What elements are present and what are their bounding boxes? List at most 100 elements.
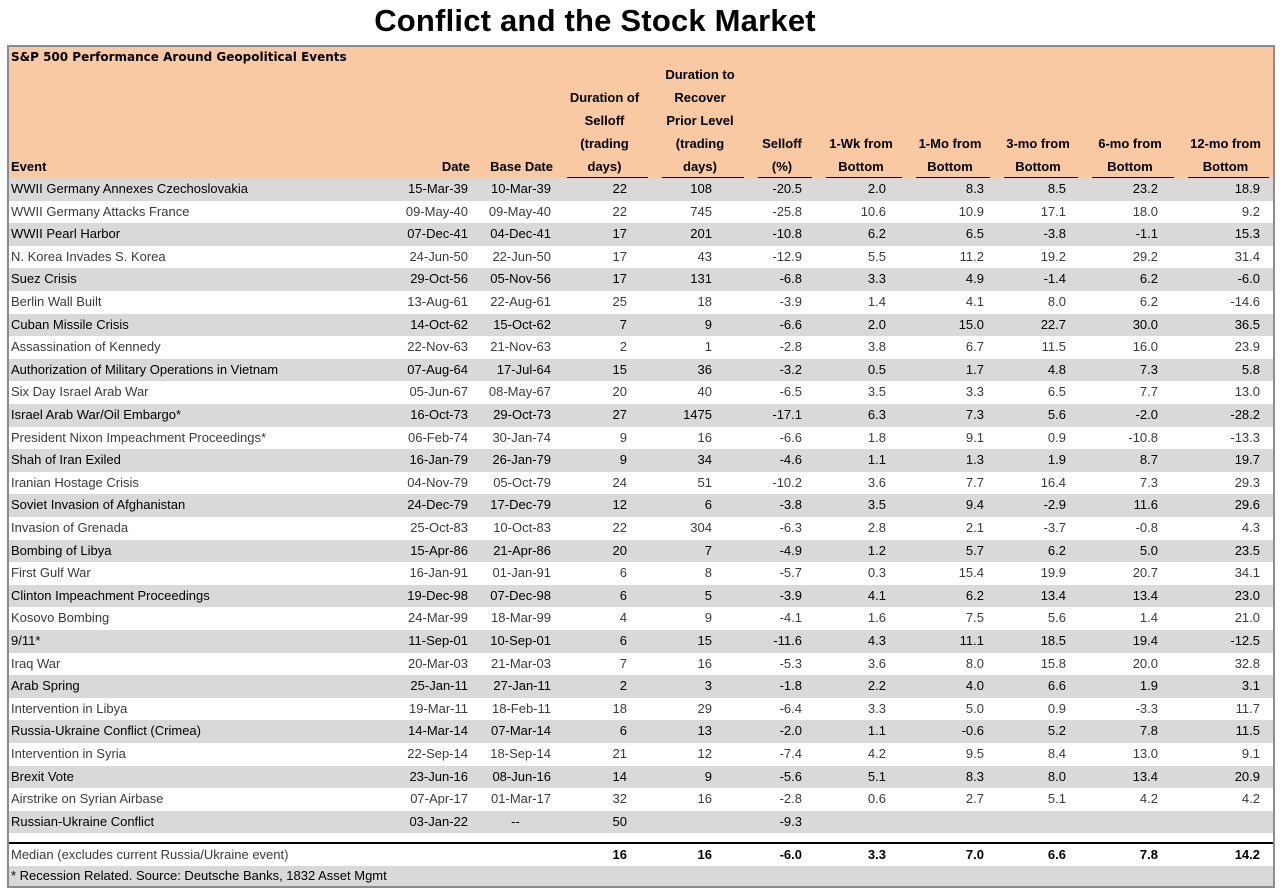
cell-dur: 2	[619, 339, 627, 355]
cell-m6: 6.2	[1139, 271, 1158, 287]
header-m12-line: 12-mo from	[1190, 136, 1261, 151]
cell-base: 05-Nov-56	[490, 271, 551, 287]
table-row: First Gulf War 16-Jan-91 01-Jan-91 6 8 -5.7 0.…	[9, 562, 1273, 585]
header-m1: 1-Mo from Bottom	[906, 132, 994, 178]
cell-m1: 11.2	[959, 248, 984, 264]
cell-rec: 40	[697, 384, 712, 400]
header-w1-line: Bottom	[838, 159, 884, 174]
table-row: Airstrike on Syrian Airbase 07-Apr-17 01-M…	[9, 788, 1273, 811]
cell-rec: 34	[697, 452, 712, 468]
cell-m12: 19.7	[1234, 452, 1260, 468]
cell-m6: 4.2	[1139, 791, 1158, 807]
cell-w1: 5.5	[867, 248, 886, 264]
cell-rec: 29	[697, 700, 712, 716]
cell-sell: -7.4	[779, 746, 802, 761]
cell-base: 17-Dec-79	[490, 497, 551, 513]
header-date: Date	[379, 155, 474, 178]
cell-w1: 3.6	[867, 474, 886, 490]
cell-m1: 15.4	[958, 565, 984, 581]
header-underline	[758, 177, 812, 178]
cell-event: Airstrike on Syrian Airbase	[11, 791, 164, 807]
cell-dur: 4	[619, 610, 627, 626]
cell-base: 08-Jun-16	[492, 768, 551, 784]
cell-rec: 16	[697, 429, 712, 445]
cell-m6: 11.6	[1133, 497, 1158, 513]
cell-dur: 6	[619, 587, 627, 603]
cell-m6: 7.3	[1139, 361, 1158, 377]
cell-event: Arab Spring	[11, 678, 80, 694]
header-rec-line: Duration to	[665, 67, 735, 82]
header-dur-line: Selloff	[584, 113, 625, 128]
cell-w1: 3.3	[867, 271, 886, 287]
table-row: Russia-Ukraine Conflict (Crimea) 14-Mar-1…	[9, 720, 1273, 743]
cell-m3: 4.8	[1047, 361, 1066, 377]
header-underline	[1092, 177, 1174, 178]
cell-rec: 16	[697, 655, 712, 671]
cell-date: 25-Oct-83	[410, 520, 468, 535]
cell-dur: 14	[612, 768, 627, 784]
cell-sell: -10.8	[772, 226, 802, 242]
header-dur-line: (trading	[580, 136, 629, 151]
cell-dur: 22	[612, 203, 627, 219]
cell-m3: 16.4	[1040, 474, 1066, 490]
cell-rec: 304	[690, 520, 712, 535]
cell-m3: 8.0	[1047, 294, 1066, 309]
cell-w1: 4.1	[867, 587, 886, 603]
cell-date: 25-Jan-11	[410, 678, 468, 694]
cell-dur: 25	[612, 294, 627, 309]
cell-m3: 6.2	[1047, 542, 1066, 558]
cell-sell: -3.8	[779, 497, 802, 513]
cell-date: 14-Oct-62	[410, 316, 468, 332]
cell-rec: 7	[704, 542, 712, 558]
cell-w1: 4.3	[867, 633, 886, 648]
cell-w1: 2.0	[867, 181, 886, 196]
cell-m1: 5.7	[965, 542, 984, 558]
cell-w1: 6.2	[867, 226, 886, 242]
cell-sell: -12.9	[772, 248, 802, 264]
cell-rec: 745	[690, 203, 712, 219]
cell-m12	[1178, 811, 1260, 834]
cell-base: 18-Feb-11	[491, 700, 551, 716]
cell-m3: 19.2	[1040, 248, 1066, 264]
cell-dur: 17	[612, 226, 627, 242]
cell-rec: 1475	[683, 407, 712, 422]
cell-rec: 16	[697, 791, 712, 807]
header-w1-line: 1-Wk from	[829, 136, 893, 151]
table-row: 9/11* 11-Sep-01 10-Sep-01 6 15 -11.6 4.3 11.1 18…	[9, 630, 1273, 653]
cell-m6: 5.0	[1139, 542, 1158, 558]
cell-m1: 6.2	[965, 587, 984, 603]
header-dur: Duration of Selloff (trading days)	[557, 86, 652, 178]
table-row: Shah of Iran Exiled 16-Jan-79 26-Jan-79 9 34…	[9, 449, 1273, 472]
cell-m3: 6.6	[1047, 678, 1066, 694]
cell-event: Bombing of Libya	[11, 542, 112, 558]
header-base-line: Base Date	[490, 159, 553, 174]
cell-m12: 23.9	[1234, 339, 1260, 355]
cell-sell: -1.8	[779, 678, 802, 694]
cell-rec: 201	[690, 226, 712, 242]
cell-sell: -17.1	[772, 407, 802, 422]
cell-date: 07-Apr-17	[410, 791, 468, 807]
cell-dur: 20	[612, 542, 627, 558]
cell-m6: 20.7	[1132, 565, 1158, 581]
cell-event: 9/11*	[11, 633, 41, 648]
cell-dur: 6	[619, 565, 627, 581]
cell-m1: -0.6	[961, 723, 984, 739]
median-rec: 16	[697, 847, 712, 862]
cell-m12: 3.1	[1241, 678, 1260, 694]
table-row: Intervention in Syria 22-Sep-14 18-Sep-14 2…	[9, 743, 1273, 766]
cell-event: WWII Pearl Harbor	[11, 226, 121, 242]
median-m1: 7.0	[965, 847, 984, 862]
cell-date: 20-Mar-03	[408, 655, 468, 671]
cell-m6: 13.0	[1132, 746, 1158, 761]
table-row: Intervention in Libya 19-Mar-11 18-Feb-11 1…	[9, 698, 1273, 721]
cell-m1: 8.0	[965, 655, 984, 671]
header-underline	[916, 177, 990, 178]
cell-date: 29-Oct-56	[410, 271, 468, 287]
cell-dur: 2	[619, 678, 627, 694]
cell-dur: 17	[612, 248, 627, 264]
cell-m1: 9.1	[965, 429, 984, 445]
cell-rec: 36	[697, 361, 712, 377]
cell-w1: 6.3	[867, 407, 886, 422]
cell-m12: 34.1	[1234, 565, 1260, 581]
footnote: * Recession Related. Source: Deutsche Ba…	[9, 866, 1273, 886]
